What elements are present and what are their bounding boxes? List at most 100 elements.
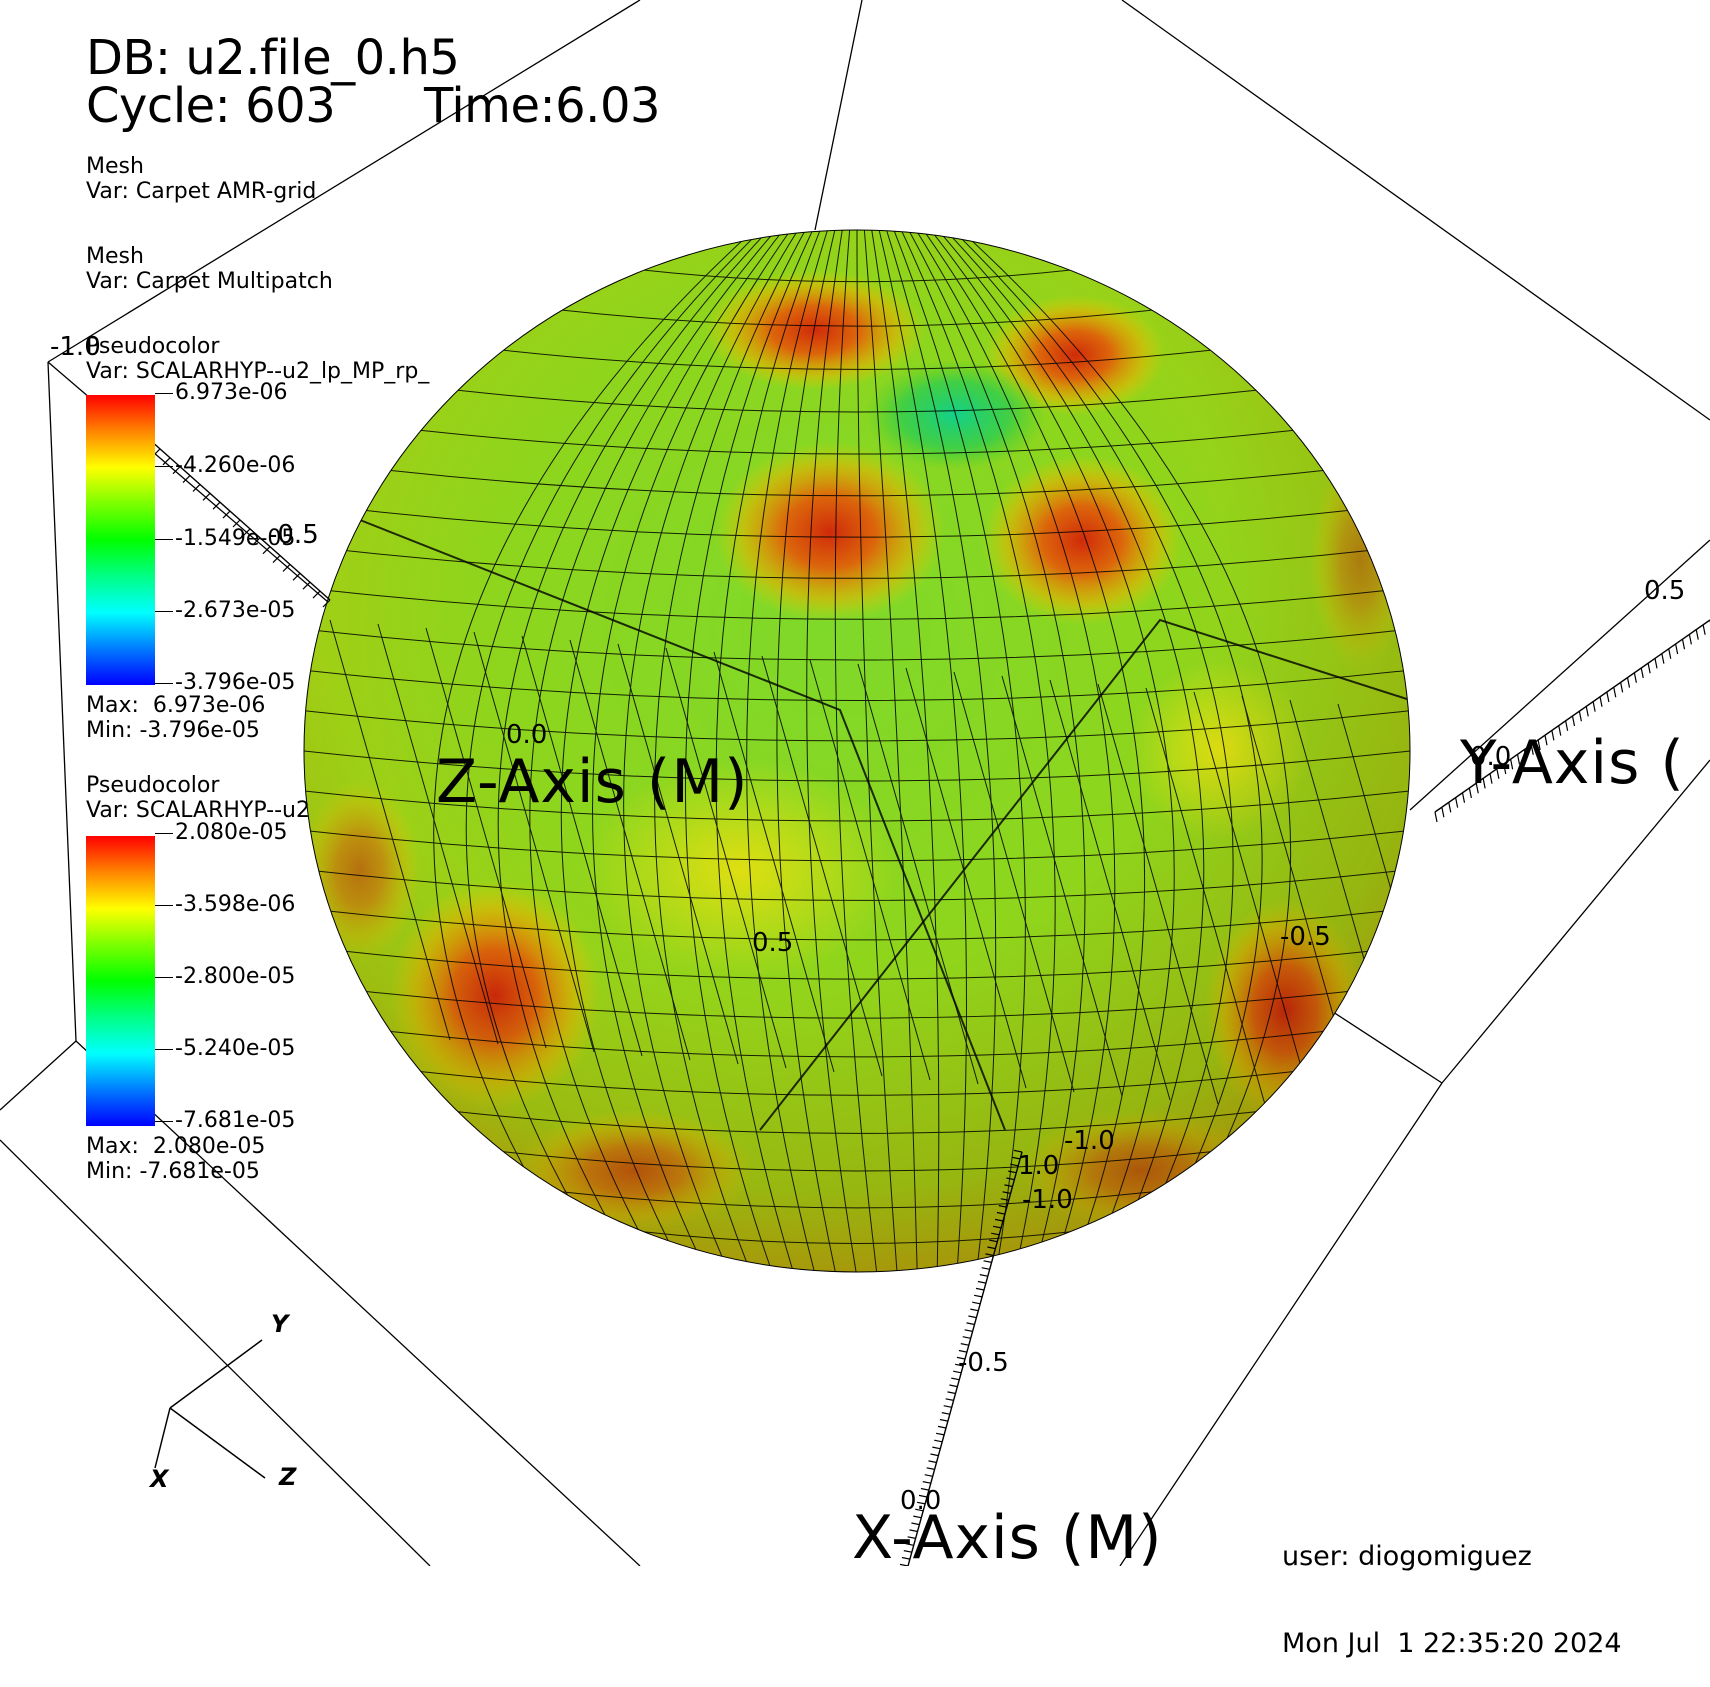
axis-tick-mark [994,1218,1004,1222]
axis-tick-mark [1489,773,1493,784]
axis-tick-mark [909,1529,918,1533]
axis-tick-mark [953,1370,962,1374]
axis-tick-mark [991,1232,1000,1236]
plot-2-type: Mesh [86,244,144,269]
axis-tick-mark [975,1287,985,1291]
axis-tick-mark [1537,739,1541,751]
render-viewport[interactable] [0,0,1710,1566]
axis-tick-mark [1013,1149,1023,1153]
sphere-surface [303,229,1411,1273]
legend-2-max: Max: 2.080e-05 [86,1134,266,1159]
axis-tick-mark [903,1550,912,1553]
z-axis-title: Z-Axis (M) [436,747,749,817]
axis-tick-mark [934,1439,943,1443]
cycle-label: Cycle: 603 [86,78,336,134]
axis-tick-mark [958,1349,968,1353]
axis-tick-mark [915,1508,924,1512]
axis-tick-mark [935,1432,945,1436]
axis-tick-mark [1661,653,1665,664]
axis-tick-mark [1503,763,1507,775]
legend-1-tick: -1.549e-05 [155,528,295,550]
axis-tick-mark [998,1205,1007,1208]
axis-tick-mark [1633,672,1637,683]
plot-1-type: Mesh [86,154,144,179]
axis-tick-mark [1002,1191,1011,1194]
legend-1-tick: -4.260e-06 [155,455,295,477]
axis-tick-mark [1496,768,1500,779]
axis-tick-mark [1461,792,1466,803]
plot-2-var: Var: Carpet Multipatch [86,269,333,294]
axis-tick-mark [1613,687,1617,698]
axis-tick-mark [992,1225,1002,1229]
axis-tick-mark [1000,1198,1009,1201]
legend-2-min: Min: -7.681e-05 [86,1159,260,1184]
y-axis-tick-label: -0.5 [1280,922,1331,952]
axis-tick-mark [913,1515,922,1519]
triad-x-label: X [150,1465,169,1493]
axis-tick-mark [966,1322,975,1326]
axis-tick-mark [1448,802,1452,813]
x-axis-title: X-Axis (M) [852,1503,1163,1573]
axis-tick-mark [968,1315,977,1319]
x-axis-tick-label: 0.0 [900,1486,942,1516]
axis-tick-mark [1544,735,1548,746]
axis-tick-mark [1695,629,1699,640]
axis-tick-mark [1516,754,1521,765]
axis-tick-mark [954,1363,964,1367]
triad-y-label: Y [271,1310,289,1338]
axis-tick-mark [1681,639,1686,650]
axis-tick-mark [1006,1177,1015,1181]
z-axis-tick-label: 1.0 [1018,1151,1060,1181]
axis-tick-mark [918,1494,928,1498]
axis-tick-mark [312,590,321,599]
axis-tick-mark [1475,783,1479,794]
axis-tick-mark [1702,624,1706,635]
axis-tick-mark [1675,643,1679,655]
triad-z-label: Z [279,1463,297,1491]
legend-2-tick: -3.598e-06 [155,894,295,916]
axis-tick-mark [911,1522,920,1526]
axis-tick-mark [1468,787,1472,799]
axis-tick-mark [1585,706,1589,717]
legend-2-type: Pseudocolor [86,773,220,798]
axis-tick-mark [949,1384,958,1388]
axis-tick-mark [926,1467,935,1470]
axis-tick-mark [282,564,291,572]
legend-1-tick: 6.973e-06 [155,382,287,404]
axis-tick-mark [905,1543,914,1546]
axis-tick-mark [1565,720,1569,731]
legend-1-max: Max: 6.973e-06 [86,693,266,718]
axis-tick-mark [212,501,221,510]
axis-tick-mark [1688,634,1692,645]
legend-2-tick: -2.800e-05 [155,966,295,988]
db-title: DB: u2.file_0.h5 [86,30,460,86]
axis-tick-mark [1558,725,1562,736]
axis-tick-mark [956,1356,966,1360]
axis-tick-mark [1434,811,1438,823]
axis-tick-mark [1620,682,1624,693]
axis-tick-mark [202,492,211,501]
axis-tick-mark [1441,807,1445,818]
y-axis-tick-label: -1.0 [1064,1126,1115,1156]
axis-tick-mark [1647,663,1651,674]
axis-tick-mark [1011,1156,1021,1160]
axis-tick-mark [985,1253,994,1257]
axis-tick-mark [901,1556,911,1560]
axis-tick-mark [960,1343,969,1346]
legend-1-type: Pseudocolor [86,334,220,359]
axis-tick-mark [322,599,331,608]
axis-tick-mark [192,484,201,492]
z-axis-tick-label: 0.5 [752,928,794,958]
axis-tick-mark [1482,778,1486,789]
axis-tick-mark [1008,1170,1017,1174]
bounding-box [0,0,1710,1566]
axis-tick-mark [1551,730,1555,741]
axis-tick-mark [1530,744,1534,755]
legend-2-tick: -5.240e-05 [155,1038,295,1060]
axis-tick-mark [924,1474,933,1477]
x-axis-tick-label: -0.5 [958,1348,1009,1378]
orientation-triad [154,1339,266,1479]
axis-tick-mark [1571,715,1576,727]
axis-tick-mark [916,1501,926,1505]
axis-tick-mark [928,1460,937,1464]
